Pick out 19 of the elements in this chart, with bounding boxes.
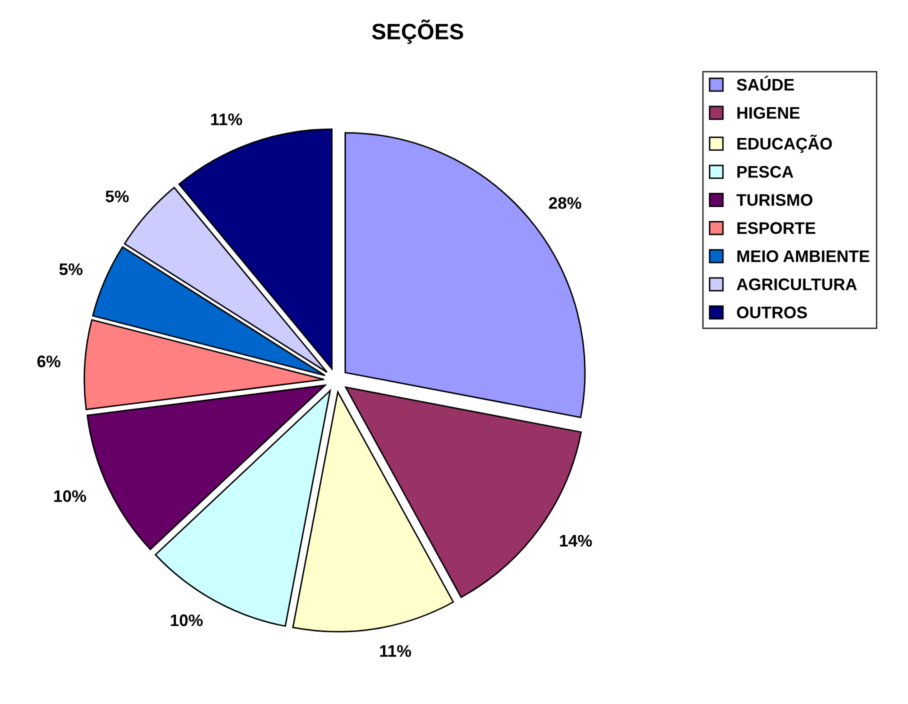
data-label: 6% — [37, 356, 60, 368]
data-label: 10% — [54, 490, 86, 502]
legend-label: MEIO AMBIENTE — [737, 250, 870, 262]
data-label: 11% — [211, 114, 242, 126]
data-label: 14% — [560, 534, 592, 547]
legend-label: ESPORTE — [737, 222, 816, 234]
legend-label: PESCA — [737, 166, 794, 178]
legend-label: EDUCAÇÃO — [737, 134, 832, 153]
legend-label: HIGENE — [737, 107, 800, 119]
legend-label: AGRICULTURA — [736, 278, 857, 290]
data-label: 5% — [106, 190, 129, 202]
legend-label: TURISMO — [736, 194, 812, 206]
chart-title: SEÇÕES — [372, 19, 464, 44]
legend-label: OUTROS — [736, 306, 807, 318]
data-label: 28% — [548, 197, 582, 209]
data-label: 5% — [59, 263, 83, 276]
data-label: 11% — [380, 645, 412, 657]
data-label: 10% — [170, 614, 203, 626]
legend-label: SAÚDE — [736, 76, 794, 91]
